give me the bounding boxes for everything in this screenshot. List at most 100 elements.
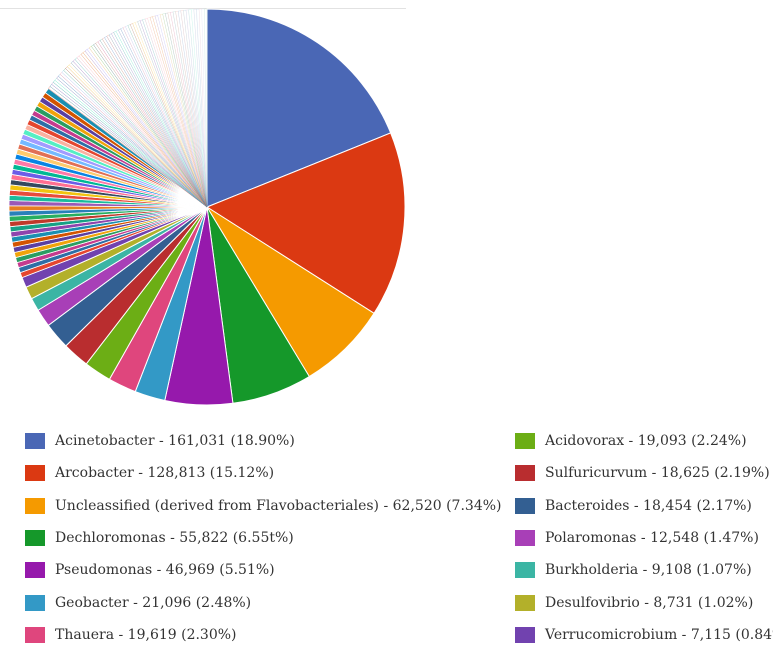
- pie-slice-minor: [101, 37, 208, 208]
- pie-slice-minor: [76, 55, 208, 208]
- legend-label: Uncleassified (derived from Flavobacteri…: [55, 497, 502, 514]
- pie-slice-minor: [175, 10, 208, 208]
- legend-item[interactable]: Pseudomonas - 46,969 (5.51%): [25, 560, 275, 580]
- legend-label: Polaromonas - 12,548 (1.47%): [545, 529, 759, 546]
- pie-slice-minor: [104, 35, 208, 208]
- legend-swatch: [515, 497, 535, 514]
- legend-label: Dechloromonas - 55,822 (6.55t%): [55, 529, 294, 546]
- pie-slice-minor: [188, 9, 208, 208]
- pie-slice-minor: [97, 40, 208, 208]
- pie-slice-minor: [157, 14, 208, 208]
- pie-slice-minor: [106, 34, 208, 208]
- legend-item[interactable]: Burkholderia - 9,108 (1.07%): [515, 560, 752, 580]
- pie-slice-minor: [167, 12, 208, 208]
- pie-slice-minor: [99, 38, 208, 208]
- pie-slice-minor: [91, 44, 208, 208]
- pie-slice-minor: [113, 30, 208, 208]
- pie-slice-minor: [117, 28, 208, 208]
- legend-item[interactable]: Arcobacter - 128,813 (15.12%): [25, 463, 274, 483]
- pie-slice-minor: [80, 52, 208, 208]
- pie-slice-minor: [172, 11, 208, 208]
- pie-slice-minor: [72, 59, 208, 208]
- pie-slice-minor: [93, 42, 208, 208]
- legend-label: Acinetobacter - 161,031 (18.90%): [55, 433, 295, 449]
- pie-slice-minor: [68, 62, 208, 208]
- pie-slice-minor: [177, 10, 208, 208]
- pie-slice-minor: [139, 19, 208, 208]
- pie-slice-minor: [82, 50, 208, 208]
- legend-item[interactable]: Bacteroides - 18,454 (2.17%): [515, 496, 752, 516]
- legend-item[interactable]: Sulfuricurvum - 18,625 (2.19%): [515, 463, 770, 483]
- legend-item[interactable]: Verrucomicrobium - 7,115 (0.84%): [515, 625, 773, 645]
- legend-item[interactable]: Thauera - 19,619 (2.30%): [25, 625, 237, 645]
- pie-slice-minor: [144, 17, 208, 208]
- legend-label: Bacteroides - 18,454 (2.17%): [545, 497, 752, 514]
- pie-slice-minor: [61, 70, 208, 208]
- legend-item[interactable]: Acidovorax - 19,093 (2.24%): [515, 431, 747, 451]
- pie-slice-minor: [170, 11, 208, 208]
- pie-svg: [8, 8, 406, 406]
- pie-slice-minor: [137, 20, 208, 208]
- pie-slice-minor: [149, 16, 208, 208]
- pie-slice-minor: [159, 13, 208, 208]
- pie-slice-minor: [204, 8, 208, 208]
- pie-slice-minor: [185, 9, 208, 208]
- legend-label: Geobacter - 21,096 (2.48%): [55, 594, 252, 611]
- pie-slice-minor: [125, 25, 208, 208]
- legend-swatch: [515, 433, 535, 449]
- pie-slice-minor: [74, 57, 208, 208]
- legend-label: Sulfuricurvum - 18,625 (2.19%): [545, 465, 770, 482]
- legend-swatch: [25, 529, 45, 546]
- pie-slice-minor: [127, 24, 208, 208]
- pie-slice-minor: [152, 15, 208, 208]
- legend-label: Burkholderia - 9,108 (1.07%): [545, 562, 752, 579]
- legend-swatch: [515, 626, 535, 643]
- legend-label: Pseudomonas - 46,969 (5.51%): [55, 562, 275, 579]
- divider: [0, 8, 406, 9]
- legend-item[interactable]: Geobacter - 21,096 (2.48%): [25, 593, 251, 613]
- pie-slice-minor: [201, 8, 208, 208]
- pie-slice-minor: [180, 10, 208, 208]
- pie-slice-minor: [193, 9, 208, 208]
- legend-item[interactable]: Uncleassified (derived from Flavobacteri…: [25, 496, 502, 516]
- pie-slice-minor: [78, 53, 208, 208]
- pie-slice-minor: [134, 21, 208, 208]
- legend-item[interactable]: Desulfovibrio - 8,731 (1.02%): [515, 593, 753, 613]
- pie-slice-minor: [95, 41, 208, 208]
- pie-slice-minor: [154, 14, 208, 208]
- pie-slice-minor: [132, 22, 208, 208]
- legend-item[interactable]: Acinetobacter - 161,031 (18.90%): [25, 431, 295, 451]
- legend-swatch: [25, 465, 45, 482]
- pie-slice-minor: [120, 27, 208, 208]
- pie-slice-minor: [110, 32, 208, 208]
- pie-slice-arcobacter[interactable]: [205, 132, 406, 314]
- legend-swatch: [25, 497, 45, 514]
- pie-slice-minor: [65, 66, 208, 208]
- legend-swatch: [515, 529, 535, 546]
- pie-slice-minor: [63, 68, 208, 208]
- legend-swatch: [25, 433, 45, 449]
- pie-chart: [0, 8, 406, 406]
- legend-swatch: [515, 562, 535, 579]
- pie-slice-minor: [86, 47, 208, 208]
- legend-swatch: [25, 594, 45, 611]
- pie-slice-minor: [66, 64, 208, 208]
- pie-slice-minor: [147, 17, 208, 208]
- legend-label: Arcobacter - 128,813 (15.12%): [55, 465, 275, 482]
- pie-slice-minor: [129, 23, 208, 208]
- legend-swatch: [25, 562, 45, 579]
- pie-slice-minor: [198, 8, 208, 208]
- pie-slice-minor: [190, 9, 208, 208]
- legend-label: Verrucomicrobium - 7,115 (0.84%): [545, 626, 773, 643]
- pie-slice-minor: [84, 49, 208, 208]
- pie-slice-minor: [88, 45, 208, 208]
- legend-item[interactable]: Dechloromonas - 55,822 (6.55t%): [25, 528, 294, 548]
- pie-slice-minor: [164, 12, 208, 208]
- pie-slice-acinetobacter[interactable]: [206, 8, 392, 208]
- pie-slice-minor: [108, 33, 208, 208]
- legend-label: Acidovorax - 19,093 (2.24%): [545, 433, 747, 449]
- legend-item[interactable]: Polaromonas - 12,548 (1.47%): [515, 528, 759, 548]
- legend-swatch: [515, 465, 535, 482]
- pie-slice-minor: [142, 18, 208, 208]
